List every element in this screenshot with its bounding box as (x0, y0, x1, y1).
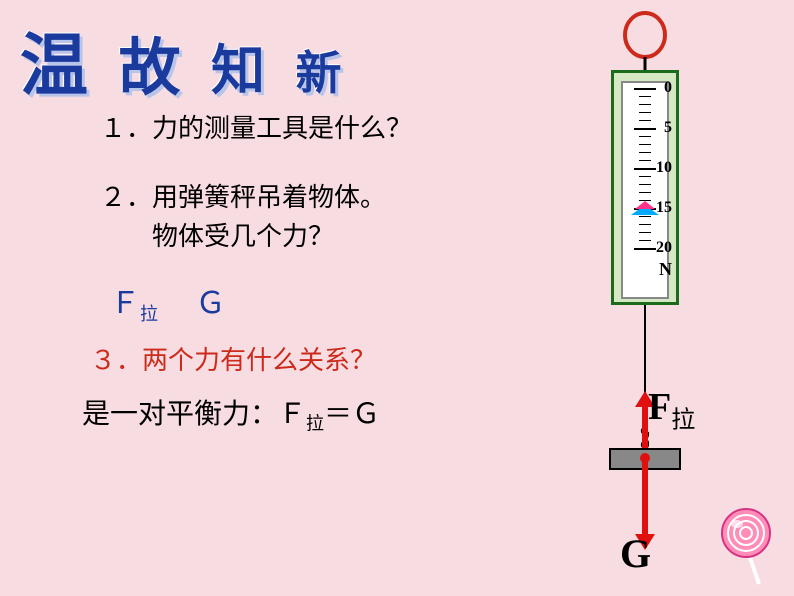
tick (634, 248, 656, 250)
slide-title: 温 故 知 新 (20, 10, 350, 109)
question-3: ３．两个力有什么关系？ (90, 340, 376, 377)
answer-3-sub: 拉 (306, 414, 324, 434)
force-arrow-down (642, 458, 648, 536)
tick (639, 112, 651, 113)
scale-tick-5: 5 (664, 119, 672, 137)
answer-2-forces: Ｆ拉 Ｇ (110, 278, 226, 326)
scale-tick-0: 0 (664, 79, 672, 97)
tick (639, 216, 651, 217)
spring-scale-diagram: 0 5 10 15 20 N ჴ (555, 10, 735, 590)
tick (639, 120, 651, 121)
tick (639, 176, 651, 177)
tick (639, 136, 651, 137)
scale-tick-20: 20 (656, 239, 672, 257)
tick (634, 88, 656, 90)
question-2-line1: ２．用弹簧秤吊着物体。 (100, 178, 386, 217)
scale-tick-10: 10 (656, 159, 672, 177)
tick (634, 168, 656, 170)
title-char-3: 知 (211, 41, 273, 101)
title-char-1: 温 (20, 28, 96, 104)
label-f-sub: 拉 (671, 408, 695, 434)
label-f-text: F (648, 386, 671, 428)
force-origin-dot (640, 453, 650, 463)
scale-body: 0 5 10 15 20 N (611, 70, 679, 305)
question-1: １．力的测量工具是什么？ (100, 108, 412, 145)
force-f-label: Ｆ (110, 287, 140, 320)
diagram-label-g: G (620, 530, 651, 577)
tick (639, 224, 651, 225)
tick (639, 160, 651, 161)
title-char-2: 故 (119, 35, 189, 103)
tick (639, 240, 651, 241)
tick (639, 144, 651, 145)
tick (634, 128, 656, 130)
answer-3-prefix: 是一对平衡力：Ｆ (82, 399, 306, 430)
tick (639, 96, 651, 97)
question-2: ２．用弹簧秤吊着物体。 物体受几个力？ (100, 178, 386, 256)
tick (639, 152, 651, 153)
answer-3: 是一对平衡力：Ｆ拉＝Ｇ (82, 392, 380, 436)
title-char-4: 新 (296, 48, 350, 99)
tick (639, 192, 651, 193)
tick (639, 232, 651, 233)
force-g-label: Ｇ (196, 287, 226, 320)
scale-pointer-tip (635, 201, 655, 209)
answer-3-suffix: ＝Ｇ (324, 399, 380, 430)
lollipop-icon (719, 506, 774, 586)
tick (639, 184, 651, 185)
scale-ring-icon (620, 10, 670, 72)
tick (639, 104, 651, 105)
force-f-sub: 拉 (140, 304, 158, 324)
scale-unit: N (659, 259, 672, 280)
diagram-label-f: F拉 (648, 385, 695, 435)
question-2-line2: 物体受几个力？ (100, 217, 386, 256)
